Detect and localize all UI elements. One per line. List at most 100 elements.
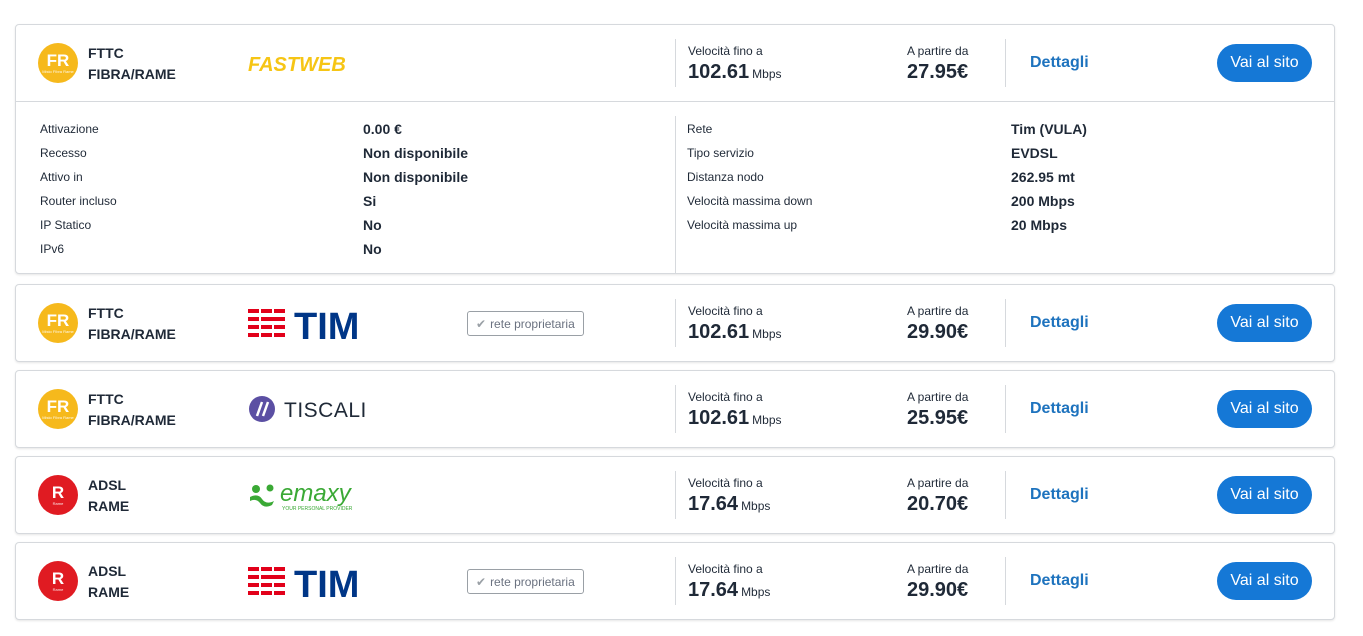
details-link[interactable]: Dettagli: [1030, 486, 1089, 503]
detail-key: Velocità massima up: [687, 218, 798, 232]
price-block: A partire da 20.70€: [907, 475, 968, 517]
emaxy-tagline: YOUR PERSONAL PROVIDER: [282, 506, 353, 512]
detail-key: Attivo in: [40, 170, 83, 184]
fastweb-logo: FASTWEB: [248, 54, 346, 76]
offer-card-2: FR Misto Fibra Rame FTTC FIBRA/RAME TISC…: [15, 370, 1335, 448]
tech-name: FTTC FIBRA/RAME: [88, 389, 176, 431]
detail-key: Distanza nodo: [687, 170, 764, 184]
speed-value: 17.64: [688, 493, 739, 515]
go-to-site-button[interactable]: Vai al sito: [1217, 44, 1312, 82]
detail-value: 262.95 mt: [1011, 169, 1075, 185]
tim-logo: TIM: [248, 306, 359, 345]
rete-proprietaria-label: rete proprietaria: [490, 316, 575, 331]
price-block: A partire da 29.90€: [907, 561, 968, 603]
tech-line1: FTTC: [88, 391, 124, 407]
tech-badge-sub: Misto Fibra Rame: [42, 328, 74, 334]
speed-label: Velocità fino a: [688, 304, 763, 318]
tech-line1: FTTC: [88, 305, 124, 321]
tech-line2: FIBRA/RAME: [88, 326, 176, 342]
go-to-site-button[interactable]: Vai al sito: [1217, 390, 1312, 428]
tech-line2: RAME: [88, 584, 130, 600]
speed-unit: Mbps: [741, 499, 771, 513]
price-value: 25.95€: [907, 407, 969, 429]
divider: [675, 299, 676, 347]
divider: [1005, 385, 1006, 433]
tim-logo-text: TIM: [294, 306, 359, 345]
speed-block: Velocità fino a 102.61 Mbps: [688, 389, 782, 431]
speed-block: Velocità fino a 17.64 Mbps: [688, 475, 770, 517]
tech-name: FTTC FIBRA/RAME: [88, 43, 176, 85]
divider: [1005, 299, 1006, 347]
go-to-site-button[interactable]: Vai al sito: [1217, 304, 1312, 342]
details-link[interactable]: Dettagli: [1030, 572, 1089, 589]
tech-badge-abbr: R: [51, 482, 65, 502]
emaxy-logo: emaxy YOUR PERSONAL PROVIDER: [250, 480, 353, 512]
tech-line2: FIBRA/RAME: [88, 66, 176, 82]
detail-key: Rete: [687, 122, 713, 136]
speed-label: Velocità fino a: [688, 390, 763, 404]
speed-unit: Mbps: [752, 413, 782, 427]
detail-value: No: [363, 241, 382, 257]
tech-name: ADSL RAME: [88, 561, 129, 603]
speed-value: 102.61: [688, 407, 750, 429]
details-link[interactable]: Dettagli: [1030, 400, 1089, 417]
detail-value: 200 Mbps: [1011, 193, 1075, 209]
detail-key: Velocità massima down: [687, 194, 813, 208]
tim-logo: TIM: [248, 564, 359, 603]
tech-badge-abbr: R: [51, 568, 65, 588]
detail-item: Velocità massima down 200 Mbps: [687, 189, 1287, 213]
divider: [675, 116, 676, 274]
tech-line2: FIBRA/RAME: [88, 412, 176, 428]
divider: [675, 385, 676, 433]
tech-line2: RAME: [88, 498, 130, 514]
speed-value: 17.64: [688, 579, 739, 601]
details-link[interactable]: Dettagli: [1030, 54, 1089, 71]
details-link[interactable]: Dettagli: [1030, 314, 1089, 331]
divider: [1005, 471, 1006, 519]
detail-item: Attivazione 0.00 €: [40, 117, 640, 141]
rete-proprietaria-tag: ✔ rete proprietaria: [467, 311, 584, 336]
price-label: A partire da: [907, 562, 969, 576]
detail-value: No: [363, 217, 382, 233]
price-value: 29.90€: [907, 321, 969, 343]
go-to-site-button[interactable]: Vai al sito: [1217, 562, 1312, 600]
detail-value: Si: [363, 193, 377, 209]
detail-value: 0.00 €: [363, 121, 402, 137]
speed-block: Velocità fino a 102.61 Mbps: [688, 303, 782, 345]
tech-badge: R Rame: [38, 561, 78, 601]
tech-name: ADSL RAME: [88, 475, 129, 517]
divider: [675, 39, 676, 87]
offer-summary: FR Misto Fibra Rame FTTC FIBRA/RAME TISC…: [16, 371, 1334, 447]
tim-logo-text: TIM: [294, 564, 359, 603]
detail-value: EVDSL: [1011, 145, 1058, 161]
divider: [675, 471, 676, 519]
offer-details: Attivazione 0.00 € Recesso Non disponibile…: [16, 101, 1334, 274]
detail-item: IPv6 No: [40, 237, 640, 261]
detail-value: Non disponibile: [363, 145, 468, 161]
price-value: 20.70€: [907, 493, 969, 515]
price-label: A partire da: [907, 476, 969, 490]
fastweb-logo-text: FASTWEB: [248, 54, 346, 76]
detail-key: IPv6: [40, 242, 65, 256]
detail-item: Tipo servizio EVDSL: [687, 141, 1287, 165]
tech-badge: R Rame: [38, 475, 78, 515]
detail-item: Distanza nodo 262.95 mt: [687, 165, 1287, 189]
price-block: A partire da 25.95€: [907, 389, 968, 431]
tech-badge-sub: Rame: [52, 500, 64, 506]
tech-badge-abbr: FR: [46, 396, 70, 416]
detail-key: Router incluso: [40, 194, 117, 208]
detail-value: Tim (VULA): [1011, 121, 1087, 137]
divider: [1005, 557, 1006, 605]
detail-item: Rete Tim (VULA): [687, 117, 1287, 141]
price-label: A partire da: [907, 390, 969, 404]
detail-item: Recesso Non disponibile: [40, 141, 640, 165]
rete-proprietaria-label: rete proprietaria: [490, 574, 575, 589]
detail-value: Non disponibile: [363, 169, 468, 185]
speed-value: 102.61: [688, 321, 750, 343]
offer-summary: FR Misto Fibra Rame FTTC FIBRA/RAME FAST…: [16, 25, 1334, 101]
detail-value: 20 Mbps: [1011, 217, 1068, 233]
go-to-site-button[interactable]: Vai al sito: [1217, 476, 1312, 514]
offer-summary: R Rame ADSL RAME emaxy YOUR PERSONAL PRO…: [16, 457, 1334, 533]
offer-summary: FR Misto Fibra Rame FTTC FIBRA/RAME TIM …: [16, 285, 1334, 361]
detail-item: Router incluso Si: [40, 189, 640, 213]
